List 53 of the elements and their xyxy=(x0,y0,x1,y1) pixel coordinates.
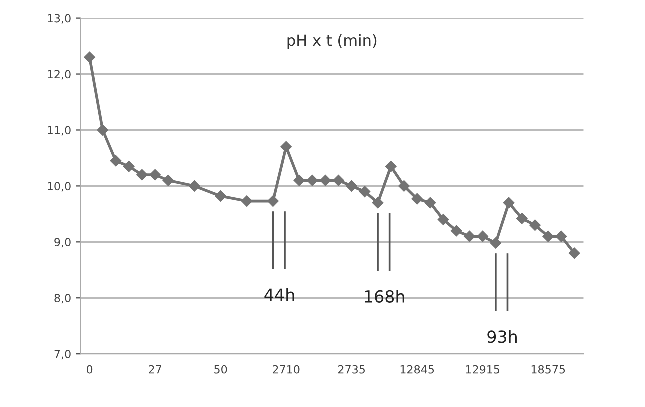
point xyxy=(320,175,332,186)
y-tick-label: 9,0 xyxy=(54,238,71,248)
point xyxy=(386,161,397,172)
point xyxy=(306,175,318,186)
x-tick-label: 12915 xyxy=(466,365,500,374)
point xyxy=(490,238,502,249)
y-tick-label: 7,0 xyxy=(54,350,71,360)
y-tick-label: 8,0 xyxy=(54,294,71,304)
point xyxy=(359,186,371,198)
point xyxy=(438,214,450,226)
x-tick-label: 50 xyxy=(214,365,228,374)
annotation: 168h xyxy=(365,290,404,303)
point xyxy=(568,248,580,259)
x-tick-label: 18575 xyxy=(532,365,566,374)
x-tick-label: 0 xyxy=(86,365,93,374)
text: pH x t (min) xyxy=(288,34,377,50)
point xyxy=(136,169,148,181)
point xyxy=(162,175,174,186)
point xyxy=(241,196,253,207)
point xyxy=(412,193,423,205)
point xyxy=(280,141,292,153)
point xyxy=(503,197,515,209)
point xyxy=(110,155,122,167)
point xyxy=(150,169,161,181)
point xyxy=(556,230,568,242)
y-tick-label: 11,0 xyxy=(48,126,71,136)
point xyxy=(516,213,528,224)
point xyxy=(451,225,462,237)
point xyxy=(84,52,96,64)
point xyxy=(123,161,135,172)
point xyxy=(346,180,358,192)
point xyxy=(542,230,554,242)
point xyxy=(424,197,436,209)
point xyxy=(215,190,226,202)
point xyxy=(189,180,200,192)
x-tick-label: 2710 xyxy=(272,365,300,374)
point xyxy=(464,230,476,242)
x-tick-label: 12845 xyxy=(400,365,434,374)
y-tick-label: 12,0 xyxy=(48,70,71,80)
point xyxy=(268,196,279,207)
point xyxy=(398,180,410,192)
point xyxy=(97,124,109,136)
point xyxy=(372,197,384,209)
point xyxy=(477,230,488,242)
point xyxy=(294,175,306,186)
annotation: 44h xyxy=(264,288,294,302)
point xyxy=(530,220,541,231)
x-tick-label: 27 xyxy=(149,365,162,374)
annotation: 93h xyxy=(488,330,517,344)
point xyxy=(333,175,344,186)
y-tick-label: 13,0 xyxy=(48,14,71,24)
x-tick-label: 2735 xyxy=(338,365,365,374)
y-tick-label: 10,0 xyxy=(48,182,71,192)
